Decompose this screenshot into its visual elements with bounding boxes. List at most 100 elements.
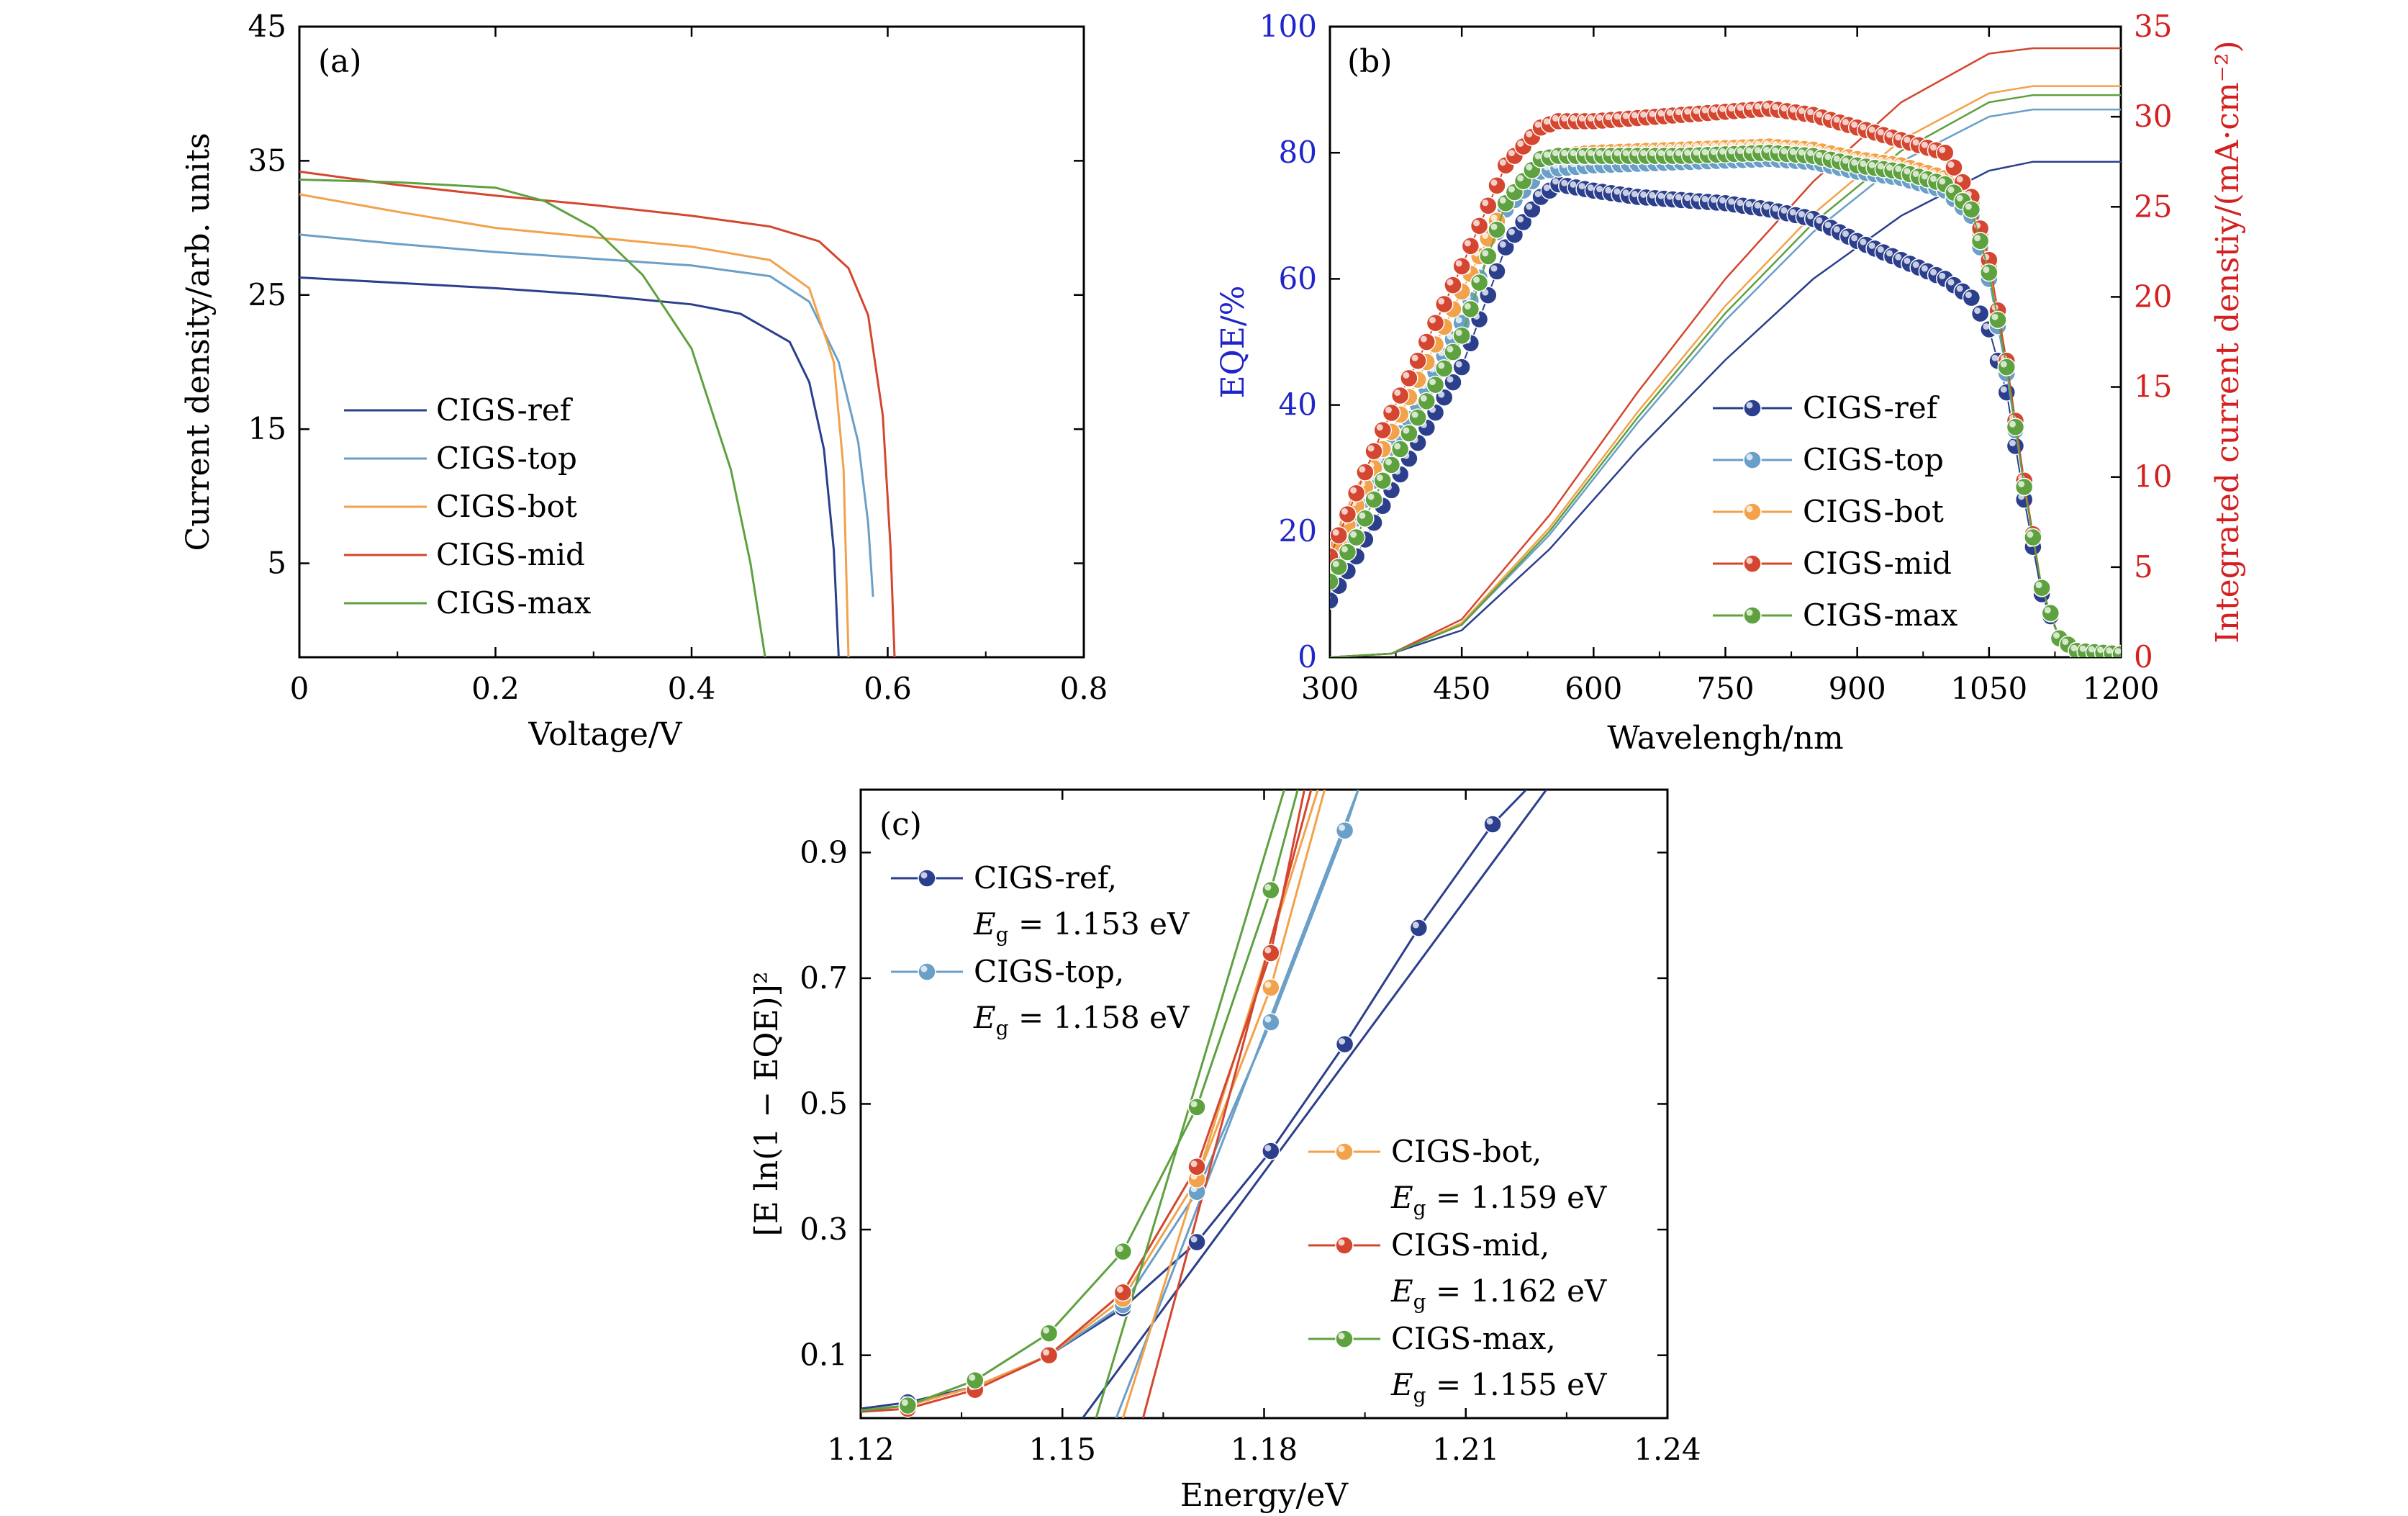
legend-eg-value: = 1.155 eV [1426,1367,1607,1402]
eqe-point-max-highlight [1666,150,1673,157]
panel-b-ytick-label: 60 [1279,261,1317,296]
eqe-point-mid-highlight [1332,529,1339,536]
eqe-point-max-highlight [1420,394,1427,402]
eqe-point-max-highlight [1868,161,1875,168]
eqe-point-mid [1364,442,1383,461]
eqe-point-max-highlight [1341,546,1348,553]
data-point-max-body [1262,880,1280,900]
eqe-point-ref-highlight [1552,178,1559,185]
eqe-point-max-highlight [1403,427,1410,434]
eqe-point-max [2024,528,2042,547]
eqe-point-max-highlight [1991,313,1999,320]
eqe-point-mid [1426,313,1445,333]
eqe-point-max-highlight [1438,362,1445,369]
eqe-point-max-body [1364,490,1383,509]
eqe-point-max-body [1373,471,1393,490]
data-point-ref-highlight [1339,1038,1346,1045]
eqe-point-ref-highlight [1991,354,1999,361]
data-point-ref-body [1483,815,1502,834]
eqe-point-mid-highlight [1737,104,1744,112]
eqe-point-max-highlight [1526,163,1533,171]
eqe-point-max-body [1461,299,1480,319]
eqe-point-max-highlight [1693,149,1700,156]
eqe-point-ref-highlight [1710,196,1717,203]
eqe-point-max [1980,263,1999,282]
fit-line-ref [1082,790,1548,1418]
eqe-point-max-highlight [2106,647,2113,654]
eqe-point-ref-highlight [1622,189,1629,197]
eqe-point-max-highlight [1429,379,1436,386]
eqe-point-max-highlight [1675,150,1682,157]
eqe-point-mid-highlight [1543,118,1550,125]
eqe-point-ref-highlight [1763,203,1770,210]
eqe-point-ref [1513,212,1533,232]
eqe-point-mid-highlight [1860,124,1867,131]
eqe-point-max-body [1382,456,1401,474]
eqe-point-mid-highlight [1578,114,1585,122]
jsc-line-ref [1330,161,2121,657]
jsc-line-bot [1330,85,2121,657]
eqe-point-max [2032,578,2051,597]
eqe-point-mid-highlight [1561,114,1568,122]
eqe-point-ref-highlight [1666,193,1673,200]
legend-swatch-marker-top-body [1743,451,1762,469]
legend-swatch-marker-ref-body [918,869,936,888]
eqe-point-ref-highlight [1631,191,1638,198]
eqe-point-max-body [1479,247,1498,266]
eqe-point-max-highlight [1587,150,1594,157]
eqe-point-mid-highlight [1921,141,1928,148]
eqe-point-ref-highlight [1490,265,1498,272]
eqe-point-ref [1523,200,1542,219]
eqe-point-ref-body [2006,436,2025,456]
eqe-point-max-highlight [1570,150,1577,157]
panel-a-xtick-label: 0.8 [1060,671,1108,706]
panel-a-ytick-label: 35 [248,143,286,178]
eqe-point-mid [1444,276,1462,294]
data-point-mid [1262,944,1280,962]
eqe-point-max-highlight [1737,148,1744,155]
eqe-point-ref-highlight [1904,257,1911,264]
legend-label-mid: CIGS-mid [436,537,585,572]
eqe-point-max-body [1426,375,1445,394]
eqe-point-mid-highlight [1605,114,1612,121]
eqe-point-mid [1390,386,1410,405]
eqe-point-ref-highlight [1956,285,1963,292]
eqe-point-max-highlight [1974,235,1981,242]
panel-c-xtick-label: 1.21 [1432,1432,1500,1467]
panel-a-ytick-label: 15 [248,411,286,446]
panel-c-xtick-label: 1.12 [827,1432,895,1467]
eqe-point-mid-highlight [1728,104,1735,112]
eqe-point-max-highlight [1877,163,1884,170]
eqe-point-max [1356,509,1375,528]
eqe-point-ref-highlight [1824,221,1832,228]
eqe-point-mid [1382,403,1401,423]
data-point-ref-highlight [1264,1145,1272,1152]
jsc-line-mid [1330,47,2121,657]
data-line-max [861,790,1299,1412]
eqe-point-mid-highlight [1824,114,1832,121]
eqe-point-max-body [1997,358,2017,376]
eqe-point-ref-highlight [1895,253,1902,261]
eqe-point-mid [1461,237,1480,256]
eqe-point-max-highlight [2114,648,2121,655]
eqe-point-mid-highlight [1956,176,1963,183]
eqe-point-mid-highlight [1939,146,1946,153]
eqe-point-ref-highlight [1719,197,1726,204]
eqe-point-mid-highlight [1367,445,1375,452]
panel-b-ytick-right-label: 20 [2134,279,2172,314]
eqe-point-max [1338,543,1357,561]
eqe-point-ref-highlight [1526,203,1533,210]
eqe-point-mid-highlight [1789,106,1796,113]
panel-b-label: (b) [1347,43,1393,80]
eqe-point-ref-highlight [1877,246,1884,253]
eqe-point-max [1330,572,1339,591]
legend-eg-max: Eg = 1.155 eV [1390,1367,1607,1407]
eqe-point-ref-highlight [1772,205,1779,212]
eqe-point-ref-highlight [1851,235,1858,242]
eqe-point-max-highlight [1605,150,1612,157]
eqe-point-mid-highlight [1763,102,1770,109]
eqe-point-ref [1330,591,1339,610]
eqe-point-max-highlight [1842,157,1849,164]
data-point-mid-highlight [1264,947,1272,954]
eqe-point-ref-highlight [1543,184,1550,191]
